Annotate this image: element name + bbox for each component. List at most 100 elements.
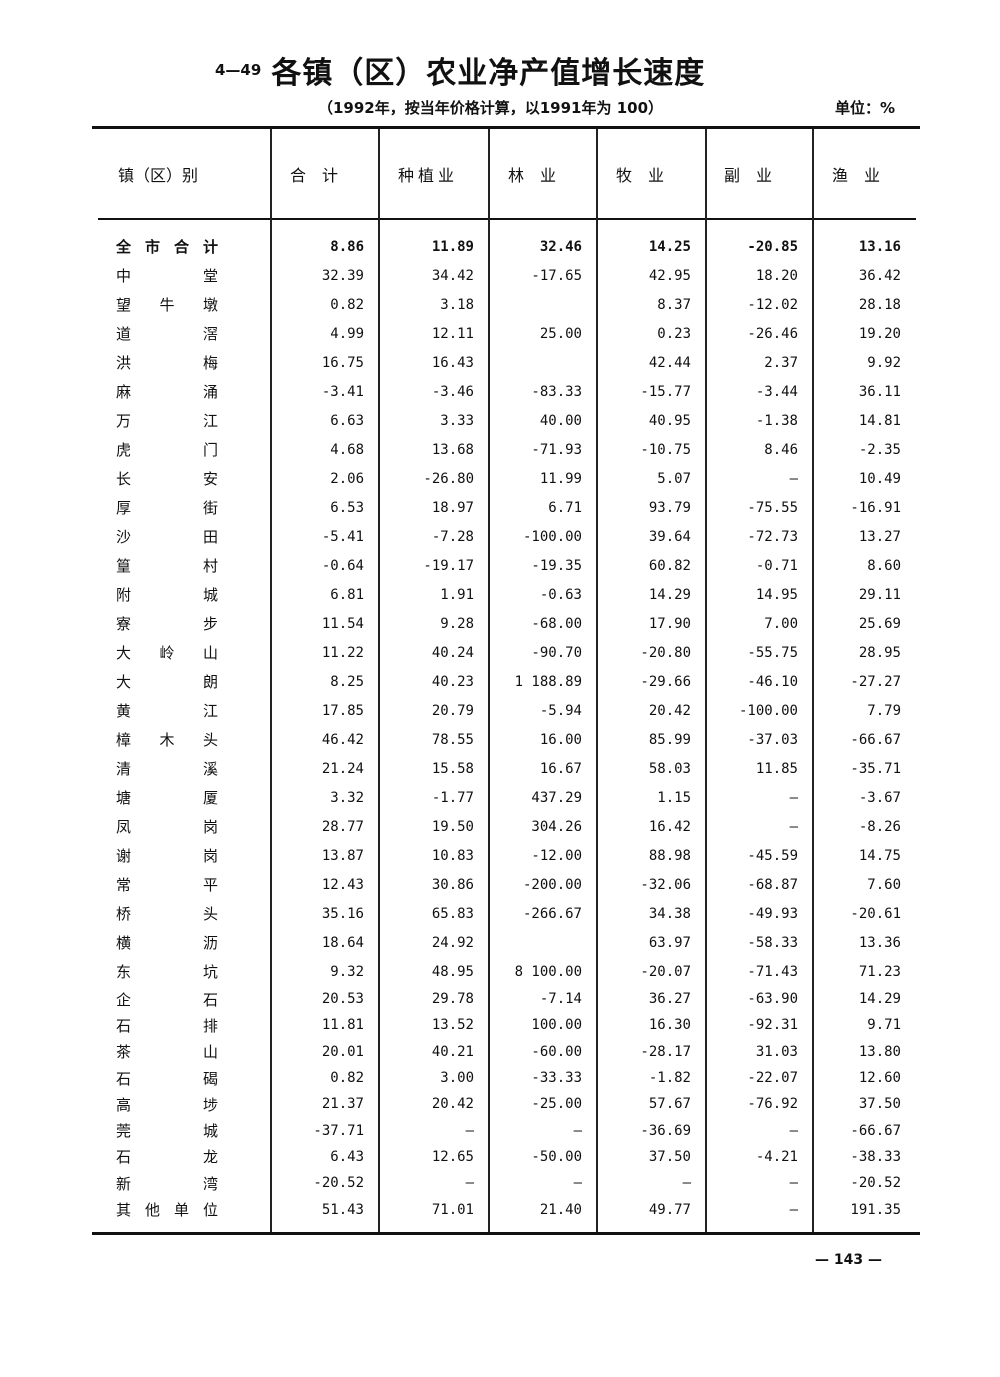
cell-forestry: -19.35	[531, 557, 582, 574]
cell-sideline: -3.44	[755, 383, 798, 400]
cell-crop: 29.78	[431, 991, 474, 1008]
cell-livestock: 88.98	[648, 847, 691, 864]
town-name: 新湾	[116, 1174, 218, 1193]
cell-total: 11.81	[321, 1017, 364, 1034]
town-name: 其他单位	[116, 1201, 218, 1220]
cell-fishery: 25.69	[858, 615, 901, 632]
table-number: 4—49	[215, 61, 262, 79]
town-name: 洪梅	[116, 354, 218, 372]
subtitle: （1992年，按当年价格计算，以1991年为 100）	[318, 99, 664, 117]
table-row: 凤岗 28.77 19.50 304.26 16.42 — -8.26	[98, 812, 915, 841]
town-name-cell: 道滘	[98, 323, 270, 344]
total-row: 全市合计 8.86 11.89 32.46 14.25 -20.85 13.16	[98, 232, 915, 261]
header-livestock: 牧 业	[616, 166, 665, 185]
column-divider	[488, 129, 490, 1232]
cell-sideline: -4.21	[755, 1148, 798, 1165]
cell-fishery: -27.27	[850, 673, 901, 690]
cell-forestry: 25.00	[539, 325, 582, 342]
cell-forestry: 100.00	[531, 1017, 582, 1034]
town-name-cell: 全市合计	[98, 236, 270, 257]
cell-forestry: -0.63	[539, 586, 582, 603]
cell-fishery: 191.35	[850, 1201, 901, 1218]
cell-sideline: -20.85	[747, 238, 798, 255]
town-name-cell: 长安	[98, 468, 270, 489]
table-row: 桥头 35.16 65.83 -266.67 34.38 -49.93 -20.61	[98, 899, 915, 928]
cell-livestock: 93.79	[648, 499, 691, 516]
cell-crop: 19.50	[431, 818, 474, 835]
bottom-rule	[92, 1232, 920, 1235]
cell-forestry: —	[573, 1122, 582, 1139]
town-name: 东坑	[116, 963, 218, 981]
town-name-cell: 塘厦	[98, 787, 270, 808]
cell-crop: —	[465, 1175, 474, 1192]
town-name: 篁村	[116, 557, 218, 575]
cell-crop: 24.92	[431, 934, 474, 951]
town-name: 清溪	[116, 760, 218, 778]
town-name-cell: 桥头	[98, 903, 270, 924]
cell-sideline: -76.92	[747, 1096, 798, 1113]
cell-total: 6.53	[330, 499, 364, 516]
cell-fishery: 7.79	[867, 702, 901, 719]
cell-livestock: 14.25	[648, 238, 691, 255]
town-name-cell: 大岭山	[98, 642, 270, 663]
cell-fishery: 36.42	[858, 267, 901, 284]
table-row: 沙田 -5.41 -7.28 -100.00 39.64 -72.73 13.27	[98, 522, 915, 551]
table-row: 中堂 32.39 34.42 -17.65 42.95 18.20 36.42	[98, 261, 915, 290]
town-name: 大岭山	[116, 644, 218, 662]
town-name: 厚街	[116, 499, 218, 517]
town-name: 长安	[116, 470, 218, 488]
cell-total: 17.85	[321, 702, 364, 719]
cell-livestock: 37.50	[648, 1148, 691, 1165]
cell-livestock: 1.15	[657, 789, 691, 806]
cell-livestock: -36.69	[640, 1122, 691, 1139]
cell-crop: 40.24	[431, 644, 474, 661]
cell-forestry: 21.40	[539, 1201, 582, 1218]
town-name-cell: 东坑	[98, 961, 270, 982]
cell-livestock: 60.82	[648, 557, 691, 574]
table-row: 谢岗 13.87 10.83 -12.00 88.98 -45.59 14.75	[98, 841, 915, 870]
cell-forestry: 437.29	[531, 789, 582, 806]
cell-forestry: -90.70	[531, 644, 582, 661]
cell-crop: 40.21	[431, 1043, 474, 1060]
cell-livestock: -20.80	[640, 644, 691, 661]
cell-fishery: -2.35	[858, 441, 901, 458]
cell-livestock: 34.38	[648, 905, 691, 922]
table-body: 全市合计 8.86 11.89 32.46 14.25 -20.85 13.16 中堂 32.3…	[98, 232, 915, 1223]
header-crop: 种植业	[398, 166, 459, 185]
header-sideline: 副 业	[724, 166, 773, 185]
cell-sideline: -1.38	[755, 412, 798, 429]
town-name-cell: 新湾	[98, 1173, 270, 1194]
cell-crop: 12.11	[431, 325, 474, 342]
cell-forestry: 1 188.89	[514, 673, 582, 690]
town-name: 凤岗	[116, 818, 218, 836]
cell-livestock: —	[682, 1175, 691, 1192]
table-row: 望牛墩 0.82 3.18 8.37 -12.02 28.18	[98, 290, 915, 319]
table-row: 石排 11.81 13.52 100.00 16.30 -92.31 9.71	[98, 1012, 915, 1038]
cell-fishery: -38.33	[850, 1148, 901, 1165]
cell-crop: 3.33	[440, 412, 474, 429]
table-row: 石碣 0.82 3.00 -33.33 -1.82 -22.07 12.60	[98, 1065, 915, 1091]
cell-forestry: 40.00	[539, 412, 582, 429]
cell-crop: 30.86	[431, 876, 474, 893]
town-name-cell: 其他单位	[98, 1199, 270, 1220]
town-name-cell: 茶山	[98, 1041, 270, 1062]
table-row: 大朗 8.25 40.23 1 188.89 -29.66 -46.10 -27.27	[98, 667, 915, 696]
cell-fishery: 19.20	[858, 325, 901, 342]
cell-livestock: 85.99	[648, 731, 691, 748]
table-row: 横沥 18.64 24.92 63.97 -58.33 13.36	[98, 928, 915, 957]
cell-total: 2.06	[330, 470, 364, 487]
town-name-cell: 樟木头	[98, 729, 270, 750]
cell-crop: 40.23	[431, 673, 474, 690]
cell-total: -3.41	[321, 383, 364, 400]
cell-livestock: -10.75	[640, 441, 691, 458]
cell-total: 3.32	[330, 789, 364, 806]
column-divider	[378, 129, 380, 1232]
town-name-cell: 厚街	[98, 497, 270, 518]
town-name: 附城	[116, 586, 218, 604]
column-divider	[812, 129, 814, 1232]
table-row: 篁村 -0.64 -19.17 -19.35 60.82 -0.71 8.60	[98, 551, 915, 580]
cell-fishery: 14.29	[858, 991, 901, 1008]
cell-livestock: -15.77	[640, 383, 691, 400]
cell-sideline: —	[789, 1175, 798, 1192]
cell-total: 32.39	[321, 267, 364, 284]
